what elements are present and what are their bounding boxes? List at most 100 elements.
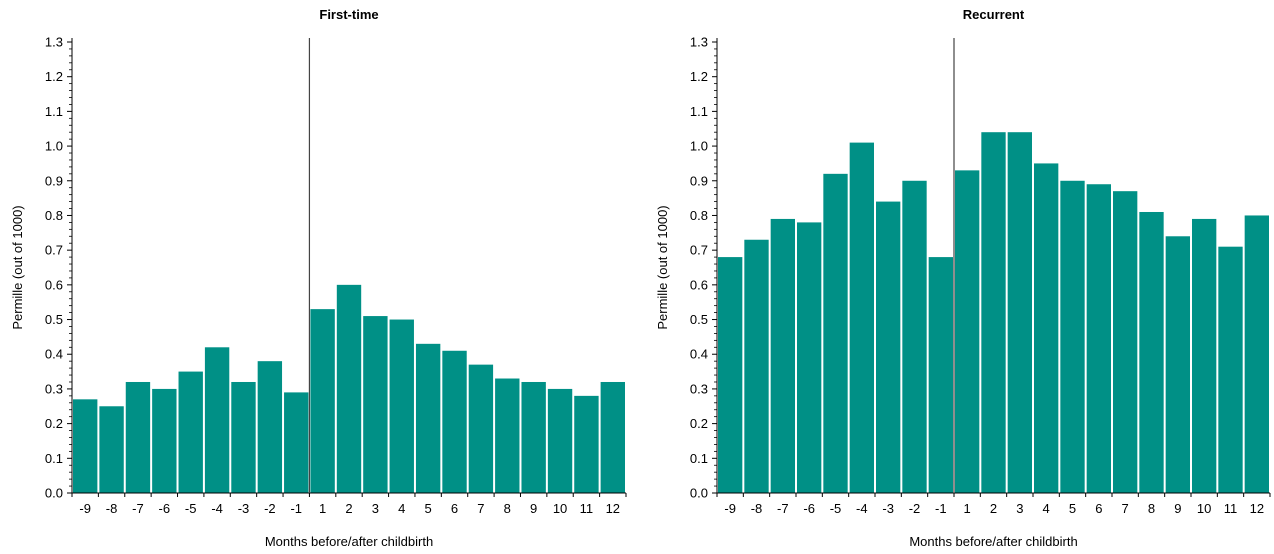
bar--6: [152, 388, 177, 493]
chart-recurrent: Recurrent Months before/after childbirth…: [655, 7, 1271, 549]
y-tick-label: 0.1: [45, 451, 63, 466]
x-tick-label: 3: [1016, 501, 1023, 516]
y-tick-label: 0.4: [690, 347, 708, 362]
bar--2: [257, 361, 283, 493]
bar-4: [389, 319, 414, 493]
y-tick-label: 0.7: [690, 243, 708, 258]
bar--1: [928, 257, 953, 493]
bar-7: [468, 364, 494, 493]
x-tick-label: -1: [290, 501, 302, 516]
x-tick-label: -3: [882, 501, 894, 516]
bar-5: [1060, 180, 1085, 493]
x-tick-label: 12: [606, 501, 620, 516]
x-tick-label: -4: [856, 501, 868, 516]
chart-title: Recurrent: [963, 7, 1025, 22]
bar--3: [231, 381, 256, 493]
x-tick-label: 2: [345, 501, 352, 516]
chart-title: First-time: [319, 7, 378, 22]
x-tick-label: 5: [425, 501, 432, 516]
x-tick-label: -5: [830, 501, 842, 516]
x-tick-label: -8: [751, 501, 763, 516]
y-tick-label: 0.1: [690, 451, 708, 466]
y-tick-label: 0.2: [45, 416, 63, 431]
bar-11: [574, 395, 599, 493]
x-tick-label: -3: [238, 501, 250, 516]
bar--7: [770, 218, 795, 493]
bar-8: [1139, 211, 1164, 493]
bar--7: [125, 381, 151, 493]
y-tick-label: 0.6: [45, 277, 63, 292]
x-tick-label: -9: [724, 501, 736, 516]
bar-10: [1192, 218, 1217, 493]
x-tick-label: 1: [319, 501, 326, 516]
x-tick-label: 4: [1043, 501, 1050, 516]
bar-3: [363, 316, 388, 493]
x-tick-label: -5: [185, 501, 197, 516]
x-tick-label: 10: [553, 501, 567, 516]
y-tick-label: 1.2: [45, 69, 63, 84]
y-axis-label: Permille (out of 1000): [655, 205, 670, 329]
bar--5: [178, 371, 203, 493]
bar-4: [1034, 163, 1059, 493]
x-tick-label: 4: [398, 501, 405, 516]
x-axis-label: Months before/after childbirth: [265, 534, 433, 549]
y-tick-label: 0.5: [690, 312, 708, 327]
y-tick-label: 1.2: [690, 69, 708, 84]
x-tick-label: -7: [777, 501, 789, 516]
y-tick-label: 0.0: [45, 486, 63, 501]
bar--4: [849, 142, 874, 493]
x-tick-label: -1: [935, 501, 947, 516]
x-tick-label: 6: [1095, 501, 1102, 516]
bar--4: [204, 347, 230, 493]
y-tick-label: 0.8: [45, 208, 63, 223]
x-tick-label: -6: [159, 501, 171, 516]
y-tick-label: 0.8: [690, 208, 708, 223]
x-tick-label: 1: [964, 501, 971, 516]
x-tick-label: -4: [211, 501, 223, 516]
bar-5: [415, 343, 441, 493]
bar--9: [73, 399, 98, 493]
y-tick-label: 1.1: [45, 104, 63, 119]
y-tick-label: 1.3: [45, 35, 63, 50]
y-tick-label: 0.2: [690, 416, 708, 431]
x-axis-label: Months before/after childbirth: [909, 534, 1077, 549]
x-tick-label: -8: [106, 501, 118, 516]
x-tick-label: 11: [580, 501, 594, 516]
y-axis-label: Permille (out of 1000): [10, 205, 25, 329]
x-tick-label: 12: [1250, 501, 1264, 516]
x-tick-label: 8: [504, 501, 511, 516]
x-tick-label: 3: [372, 501, 379, 516]
x-tick-label: 8: [1148, 501, 1155, 516]
bar--3: [876, 201, 901, 494]
bar-12: [1244, 215, 1269, 493]
x-tick-label: 6: [451, 501, 458, 516]
y-tick-label: 0.3: [45, 381, 63, 396]
bar--6: [797, 222, 822, 493]
y-tick-label: 0.6: [690, 277, 708, 292]
x-tick-label: 9: [1174, 501, 1181, 516]
x-tick-label: -7: [132, 501, 144, 516]
y-tick-label: 0.4: [45, 347, 63, 362]
bar-9: [521, 381, 546, 493]
x-tick-label: 5: [1069, 501, 1076, 516]
x-tick-label: 10: [1197, 501, 1211, 516]
y-tick-label: 0.5: [45, 312, 63, 327]
bar-3: [1007, 132, 1032, 493]
bar-2: [336, 284, 362, 493]
bar-1: [955, 170, 980, 493]
x-tick-label: -2: [264, 501, 276, 516]
y-tick-label: 1.1: [690, 104, 708, 119]
x-tick-label: 9: [530, 501, 537, 516]
bar-7: [1113, 191, 1138, 493]
chart-first-time: First-time Months before/after childbirt…: [10, 7, 627, 549]
x-tick-label: 7: [1122, 501, 1129, 516]
y-tick-label: 0.9: [690, 173, 708, 188]
bar--5: [823, 173, 848, 494]
y-tick-label: 0.0: [690, 486, 708, 501]
y-tick-label: 0.9: [45, 173, 63, 188]
bar-2: [981, 132, 1006, 493]
y-tick-label: 1.0: [690, 139, 708, 154]
bar-6: [1086, 184, 1111, 493]
x-tick-label: 11: [1224, 501, 1238, 516]
